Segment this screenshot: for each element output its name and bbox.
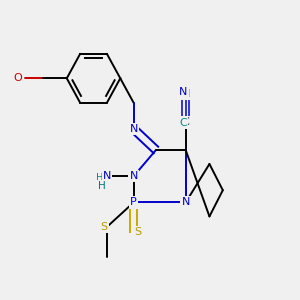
Text: N: N (130, 124, 138, 134)
Text: N: N (130, 171, 138, 181)
Text: N: N (182, 89, 190, 99)
Text: O: O (14, 73, 22, 83)
Text: P: P (130, 197, 137, 208)
Text: H: H (98, 181, 105, 191)
Text: C: C (182, 117, 190, 127)
Text: S: S (100, 222, 107, 232)
Text: N: N (182, 197, 190, 208)
Text: H: H (96, 173, 103, 183)
Text: N: N (103, 171, 111, 181)
Text: S: S (134, 227, 142, 237)
Text: C: C (179, 118, 187, 128)
Text: N: N (179, 87, 188, 97)
